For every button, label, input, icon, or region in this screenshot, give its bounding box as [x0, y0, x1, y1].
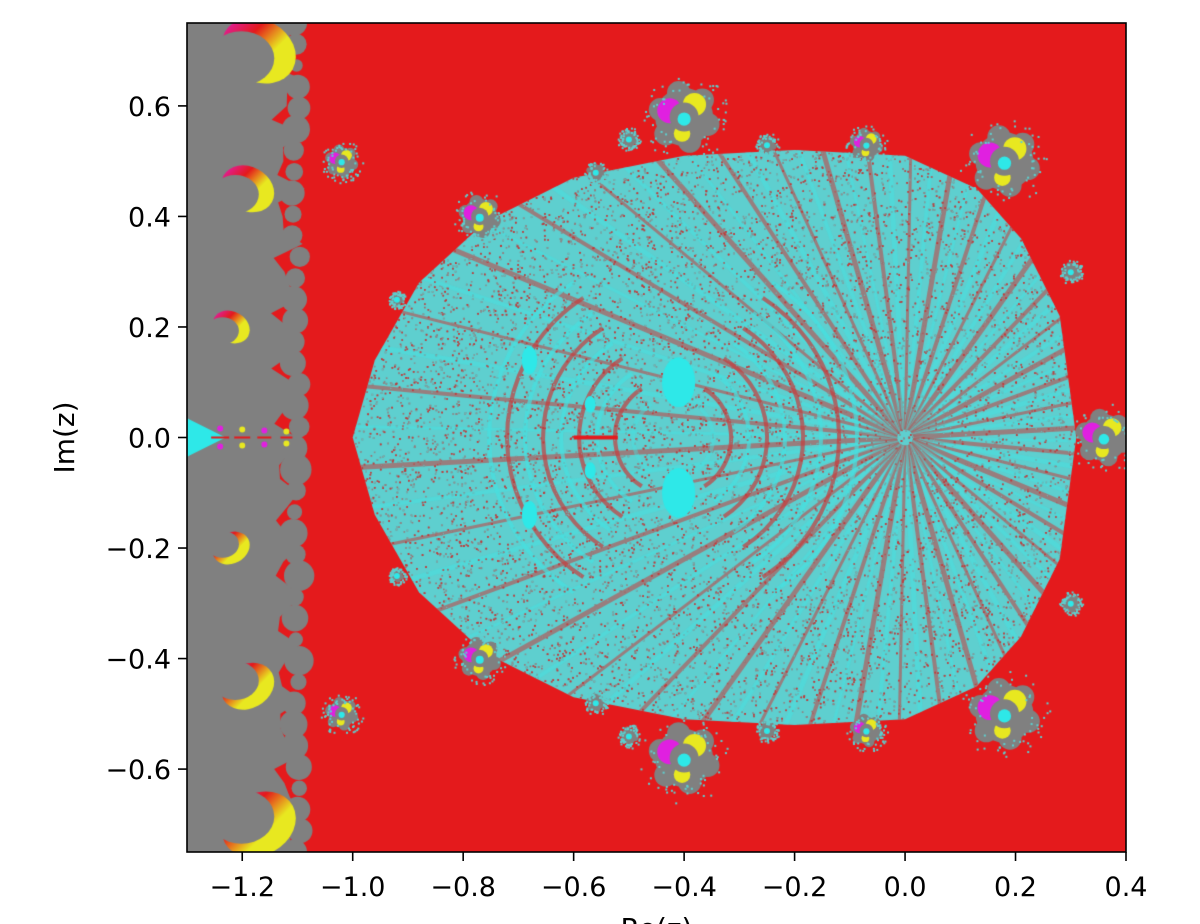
x-tick-label: 0.0 — [884, 872, 927, 903]
x-tick-label: −1.0 — [320, 872, 386, 903]
x-tick-label: −1.2 — [209, 872, 275, 903]
x-tick-label: −0.4 — [651, 872, 717, 903]
y-tick-label: −0.2 — [105, 534, 171, 565]
y-tick-label: 0.0 — [128, 424, 171, 455]
x-axis-label: Re(z) — [621, 912, 693, 924]
x-tick-label: 0.4 — [1105, 872, 1148, 903]
y-axis: −0.6 −0.4 −0.2 0.0 0.2 0.4 0.6 — [105, 92, 187, 786]
x-tick-label: −0.6 — [541, 872, 607, 903]
y-tick-label: 0.2 — [128, 313, 171, 344]
y-tick-label: −0.4 — [105, 645, 171, 676]
x-tick-label: −0.2 — [762, 872, 828, 903]
x-axis: −1.2 −1.0 −0.8 −0.6 −0.4 −0.2 0.0 0.2 0.4 — [209, 852, 1147, 903]
y-tick-label: 0.6 — [128, 92, 171, 123]
y-axis-label: Im(z) — [48, 401, 81, 473]
x-tick-label: −0.8 — [430, 872, 496, 903]
heatmap-image-holder — [187, 23, 1126, 852]
x-tick-label: 0.2 — [994, 872, 1037, 903]
heatmap-image — [187, 23, 1126, 852]
y-tick-label: −0.6 — [105, 755, 171, 786]
y-tick-label: 0.4 — [128, 202, 171, 233]
